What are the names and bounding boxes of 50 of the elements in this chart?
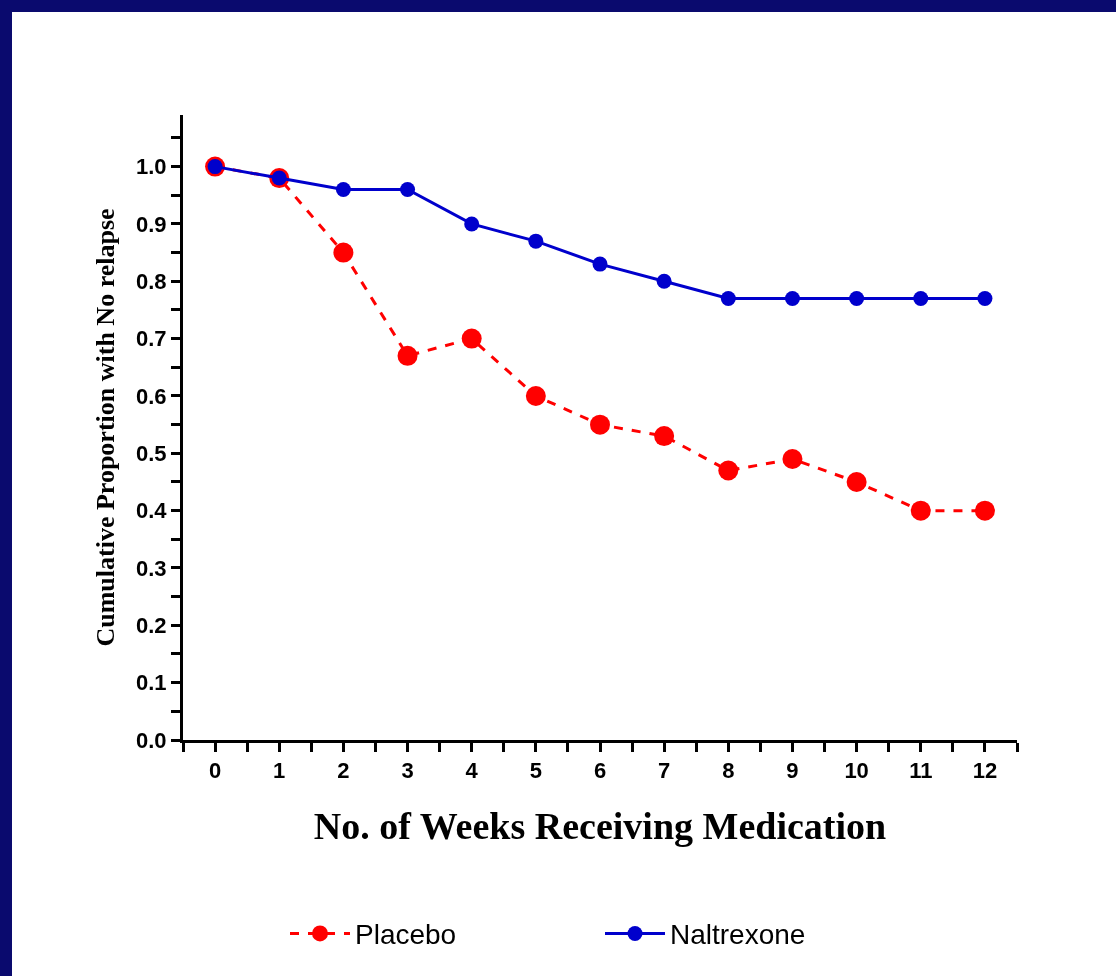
point [335, 182, 351, 198]
point [913, 290, 929, 306]
point [849, 290, 865, 306]
x-tick-label: 3 [401, 758, 414, 784]
point [977, 290, 993, 306]
y-tick-label: 0.7 [136, 326, 167, 352]
x-tick-label: 1 [273, 758, 286, 784]
x-tick-label: 12 [972, 758, 998, 784]
x-tick-label: 4 [465, 758, 479, 784]
legend-label: Placebo [355, 919, 457, 951]
y-tick-label: 1.0 [136, 154, 167, 180]
x-tick-label: 11 [909, 758, 933, 784]
y-tick-label: 0.1 [136, 670, 167, 696]
x-tick-label: 7 [658, 758, 671, 784]
x-tick-label: 2 [337, 758, 350, 784]
y-tick-label: 0.6 [136, 383, 167, 409]
point [654, 426, 675, 447]
y-tick-label: 0.0 [136, 727, 167, 753]
point [528, 233, 544, 249]
point [397, 345, 418, 366]
point [782, 449, 803, 470]
point [784, 290, 800, 306]
point [656, 273, 672, 289]
point [846, 471, 867, 492]
y-tick-label: 0.3 [136, 555, 167, 581]
point [592, 256, 608, 272]
point [525, 385, 546, 406]
legend-label: Naltrexone [670, 919, 806, 951]
x-tick-label: 10 [844, 758, 869, 784]
x-axis-title: No. of Weeks Receiving Medication [313, 804, 887, 847]
point [974, 500, 995, 521]
x-tick-label: 9 [786, 758, 799, 784]
y-tick-label: 0.2 [136, 613, 167, 639]
point [464, 216, 480, 232]
point [720, 290, 736, 306]
x-tick-label: 0 [208, 758, 222, 784]
y-tick-label: 0.4 [136, 498, 168, 524]
y-axis-title: Cumulative Proportion with No relapse [91, 208, 121, 647]
point [910, 500, 931, 521]
x-tick-label: 5 [529, 758, 542, 784]
y-tick-label: 0.8 [136, 268, 167, 294]
y-tick-label: 0.5 [136, 441, 167, 466]
point [461, 328, 482, 349]
x-tick-label: 6 [593, 758, 607, 784]
point [718, 460, 739, 481]
point [400, 182, 416, 198]
y-tick-label: 0.9 [136, 211, 167, 237]
point [590, 414, 610, 435]
x-tick-label: 8 [722, 758, 735, 784]
point [333, 242, 354, 263]
